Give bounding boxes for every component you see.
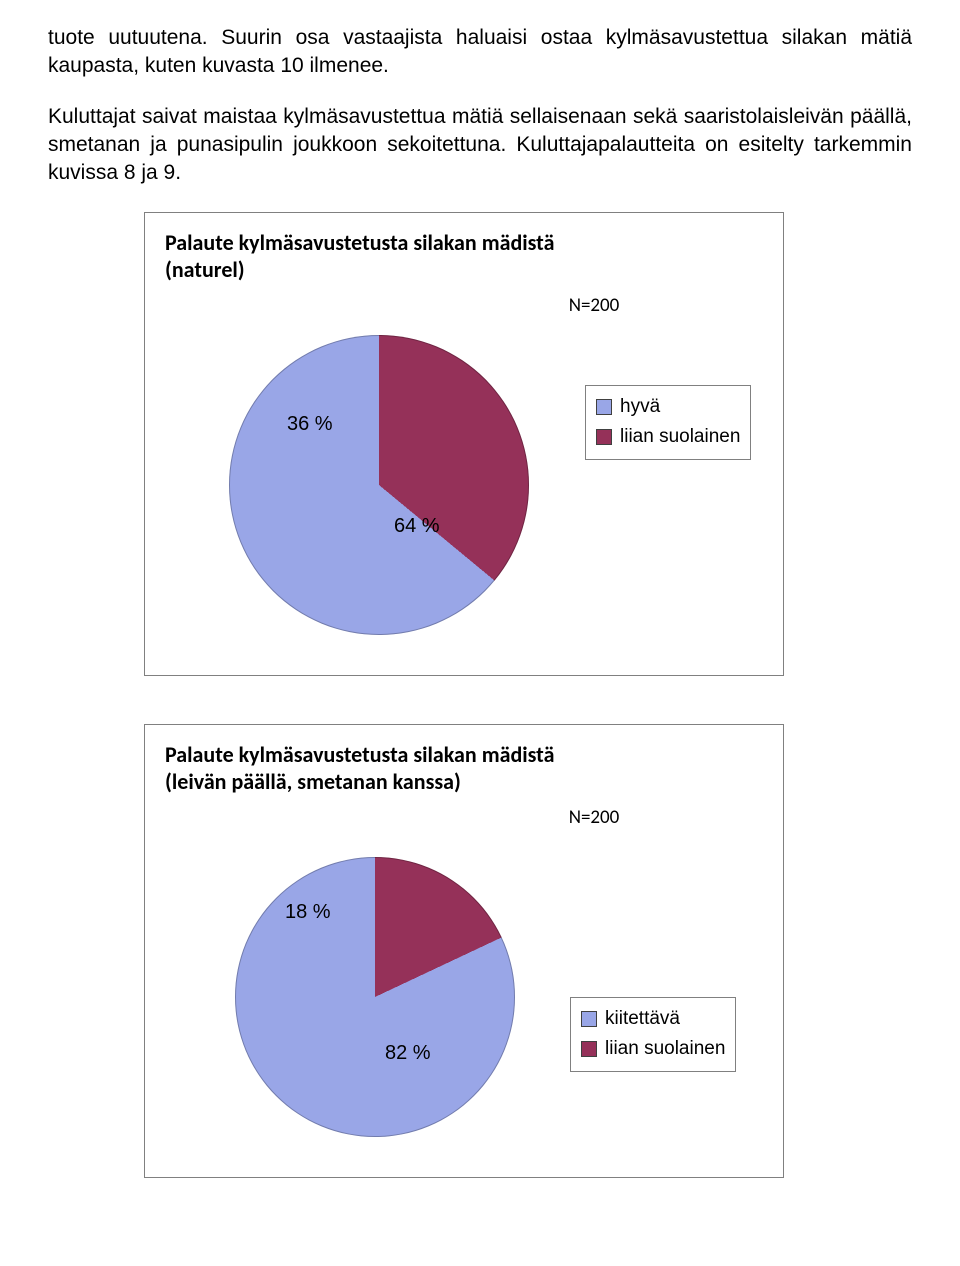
chart2-legend-label-1: liian suolainen: [605, 1034, 725, 1064]
chart2-legend: kiitettävä liian suolainen: [570, 997, 736, 1072]
chart2-legend-item-0: kiitettävä: [581, 1004, 725, 1034]
body-paragraph-2: Kuluttajat saivat maistaa kylmäsavustett…: [48, 103, 912, 188]
chart1-legend-item-0: hyvä: [596, 392, 740, 422]
chart2-legend-label-0: kiitettävä: [605, 1004, 680, 1034]
square-swatch-icon: [596, 399, 612, 415]
chart1-title: Palaute kylmäsavustetusta silakan mädist…: [165, 229, 763, 284]
body-paragraph-1: tuote uutuutena. Suurin osa vastaajista …: [48, 24, 912, 81]
chart1-legend-label-0: hyvä: [620, 392, 660, 422]
chart2-title-line2: (leivän päällä, smetanan kanssa): [165, 768, 461, 795]
chart2-title: Palaute kylmäsavustetusta silakan mädist…: [165, 741, 763, 796]
square-swatch-icon: [581, 1011, 597, 1027]
chart1-slice-label-1: 36 %: [287, 413, 333, 436]
chart1-legend-item-1: liian suolainen: [596, 422, 740, 452]
chart1-legend-label-1: liian suolainen: [620, 422, 740, 452]
chart1-title-line2: (naturel): [165, 256, 245, 283]
chart-feedback-naturel: Palaute kylmäsavustetusta silakan mädist…: [144, 212, 784, 676]
chart2-slice-label-0: 82 %: [385, 1042, 431, 1065]
chart1-legend: hyvä liian suolainen: [585, 385, 751, 460]
chart1-n-label: N=200: [425, 294, 763, 317]
square-swatch-icon: [581, 1041, 597, 1057]
chart-feedback-bread-smetana: Palaute kylmäsavustetusta silakan mädist…: [144, 724, 784, 1178]
square-swatch-icon: [596, 429, 612, 445]
chart2-legend-item-1: liian suolainen: [581, 1034, 725, 1064]
chart1-slice-label-0: 64 %: [394, 515, 440, 538]
chart2-title-line1: Palaute kylmäsavustetusta silakan mädist…: [165, 741, 554, 768]
chart2-n-label: N=200: [425, 806, 763, 829]
chart2-slice-label-1: 18 %: [285, 901, 331, 924]
chart1-title-line1: Palaute kylmäsavustetusta silakan mädist…: [165, 229, 554, 256]
